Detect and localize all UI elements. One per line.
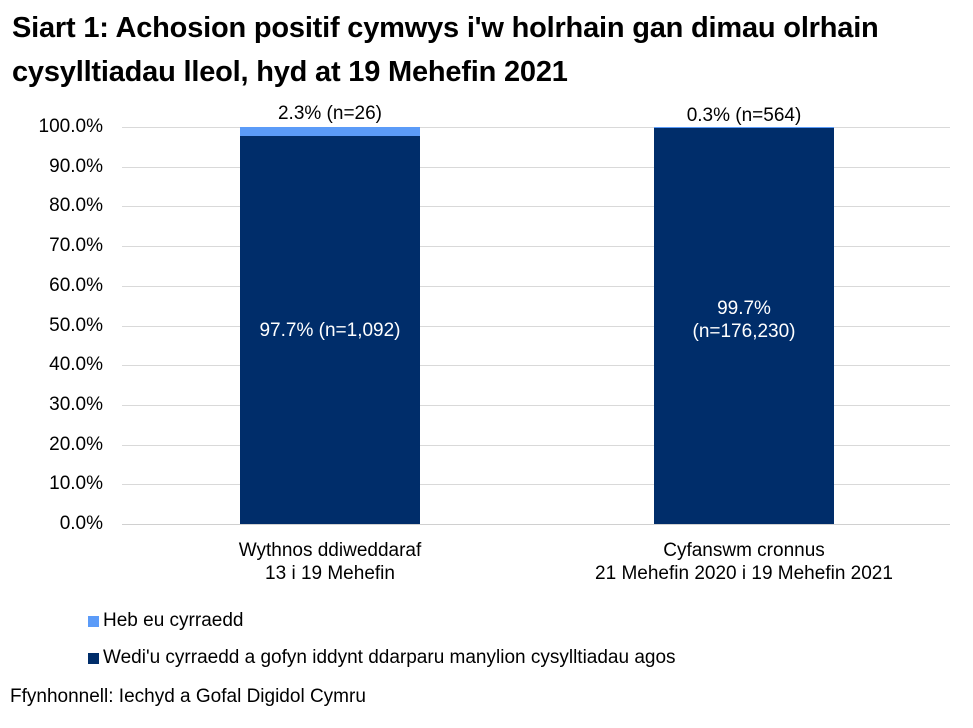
- gridline: [122, 365, 950, 366]
- bar-value-label: 97.7% (n=1,092): [259, 320, 401, 341]
- x-axis-label: Wythnos ddiweddaraf 13 i 19 Mehefin: [130, 539, 530, 585]
- gridline: [122, 286, 950, 287]
- x-axis-label-line2: 13 i 19 Mehefin: [265, 563, 395, 584]
- gridline: [122, 445, 950, 446]
- legend-item-reached: Wedi'u cyrraedd a gofyn iddynt ddarparu …: [88, 647, 676, 669]
- legend-swatch-icon: [88, 652, 99, 664]
- y-tick-label: 30.0%: [49, 394, 103, 415]
- legend-label: Heb eu cyrraedd: [103, 610, 244, 631]
- bar-top-label: 2.3% (n=26): [277, 103, 383, 124]
- y-tick-label: 20.0%: [49, 434, 103, 455]
- gridline: [122, 246, 950, 247]
- legend-item-not-reached: Heb eu cyrraedd: [88, 610, 243, 632]
- bar-segment-not-reached: [654, 127, 834, 128]
- chart-title: Siart 1: Achosion positif cymwys i'w hol…: [12, 12, 879, 88]
- source-note: Ffynhonnell: Iechyd a Gofal Digidol Cymr…: [10, 686, 366, 707]
- bar-segment-reached: [240, 136, 420, 524]
- x-axis-label: Cyfanswm cronnus 21 Mehefin 2020 i 19 Me…: [544, 539, 944, 585]
- x-axis-label-line1: Wythnos ddiweddaraf: [238, 540, 422, 561]
- bar-top-label: 0.3% (n=564): [686, 105, 802, 126]
- gridline: [122, 405, 950, 406]
- bar-cumulative: 99.7% (n=176,230): [654, 127, 834, 524]
- y-tick-label: 90.0%: [49, 156, 103, 177]
- gridline: [122, 484, 950, 485]
- y-tick-label: 100.0%: [38, 116, 103, 137]
- legend-swatch-icon: [88, 615, 99, 627]
- legend-label: Wedi'u cyrraedd a gofyn iddynt ddarparu …: [103, 647, 676, 668]
- y-tick-label: 80.0%: [49, 195, 103, 216]
- bar-segment-not-reached: [240, 127, 420, 136]
- y-tick-label: 40.0%: [49, 354, 103, 375]
- y-tick-label: 70.0%: [49, 235, 103, 256]
- y-tick-label: 0.0%: [59, 513, 103, 534]
- bar-latest-week: 97.7% (n=1,092): [240, 127, 420, 524]
- y-tick-label: 50.0%: [49, 315, 103, 336]
- gridline: [122, 127, 950, 128]
- x-axis-line: [122, 524, 950, 525]
- x-axis-label-line1: Cyfanswm cronnus: [663, 540, 825, 561]
- y-tick-label: 60.0%: [49, 275, 103, 296]
- bar-value-label: 99.7%: [717, 298, 771, 319]
- bar-value-label: (n=176,230): [692, 321, 796, 342]
- gridline: [122, 167, 950, 168]
- bar-segment-reached: [654, 128, 834, 524]
- y-tick-label: 10.0%: [49, 473, 103, 494]
- x-axis-label-line2: 21 Mehefin 2020 i 19 Mehefin 2021: [595, 563, 893, 584]
- gridline: [122, 206, 950, 207]
- gridline: [122, 326, 950, 327]
